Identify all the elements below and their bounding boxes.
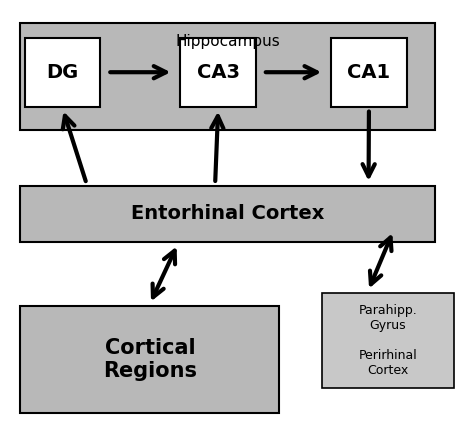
Text: Hippocampus: Hippocampus — [175, 34, 280, 48]
FancyBboxPatch shape — [20, 23, 435, 130]
Text: CA1: CA1 — [347, 63, 391, 82]
FancyBboxPatch shape — [20, 306, 279, 413]
FancyBboxPatch shape — [331, 38, 407, 107]
Text: CA3: CA3 — [197, 63, 240, 82]
FancyBboxPatch shape — [20, 186, 435, 242]
Text: Parahipp.
Gyrus

Perirhinal
Cortex: Parahipp. Gyrus Perirhinal Cortex — [358, 304, 417, 377]
FancyBboxPatch shape — [25, 38, 100, 107]
Text: Cortical
Regions: Cortical Regions — [103, 338, 197, 381]
Text: Entorhinal Cortex: Entorhinal Cortex — [131, 204, 324, 223]
FancyBboxPatch shape — [181, 38, 256, 107]
Text: DG: DG — [46, 63, 79, 82]
FancyBboxPatch shape — [322, 293, 454, 388]
